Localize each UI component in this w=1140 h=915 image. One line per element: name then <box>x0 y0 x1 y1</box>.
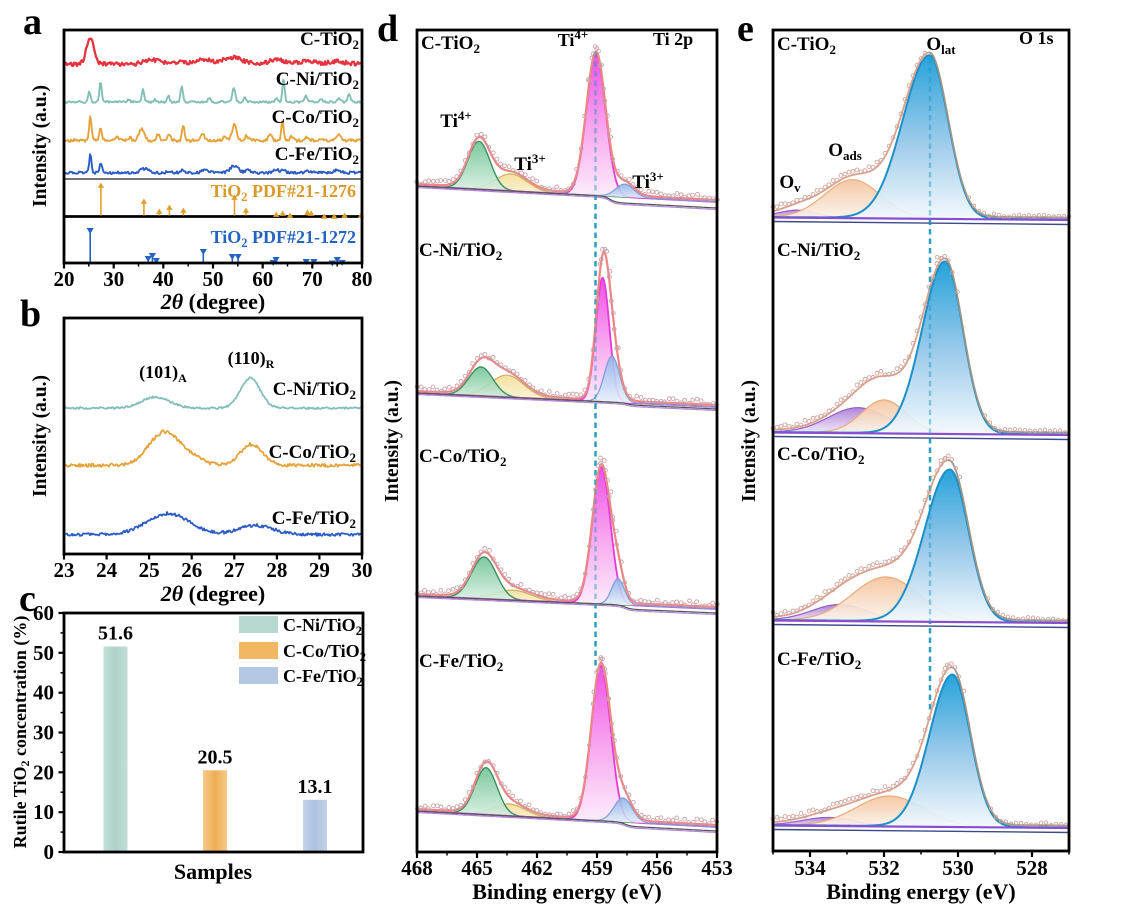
svg-text:13.1: 13.1 <box>298 776 333 798</box>
svg-text:462: 462 <box>521 856 553 880</box>
svg-text:Ti4+: Ti4+ <box>440 108 472 132</box>
svg-text:Binding energy (eV): Binding energy (eV) <box>472 879 661 904</box>
svg-text:Ti 2p: Ti 2p <box>653 29 693 49</box>
svg-text:C-Co/TiO2: C-Co/TiO2 <box>777 444 864 467</box>
svg-text:0: 0 <box>44 840 55 864</box>
svg-text:C-TiO2: C-TiO2 <box>777 34 836 57</box>
svg-text:51.6: 51.6 <box>98 623 133 645</box>
svg-text:40: 40 <box>33 681 54 705</box>
svg-text:534: 534 <box>794 856 826 880</box>
svg-text:60: 60 <box>252 267 273 291</box>
svg-text:2θ (degree): 2θ (degree) <box>160 289 265 314</box>
svg-text:468: 468 <box>401 856 433 880</box>
svg-text:29: 29 <box>309 558 330 582</box>
svg-text:O 1s: O 1s <box>1019 28 1054 48</box>
svg-text:20.5: 20.5 <box>198 746 233 768</box>
svg-text:(110)R: (110)R <box>228 348 275 371</box>
svg-text:27: 27 <box>224 558 245 582</box>
svg-text:70: 70 <box>302 267 323 291</box>
svg-text:25: 25 <box>139 558 160 582</box>
svg-text:Intensity (a.u.): Intensity (a.u.) <box>739 380 760 502</box>
svg-text:530: 530 <box>942 856 974 880</box>
svg-text:Samples: Samples <box>174 859 253 884</box>
svg-text:(101)A: (101)A <box>139 362 187 385</box>
svg-text:C-Fe/TiO2: C-Fe/TiO2 <box>419 651 503 674</box>
svg-text:C-Co/TiO2: C-Co/TiO2 <box>283 641 366 664</box>
svg-text:C-Fe/TiO2: C-Fe/TiO2 <box>275 144 359 167</box>
svg-text:50: 50 <box>203 267 224 291</box>
svg-text:30: 30 <box>33 721 54 745</box>
svg-text:C-Co/TiO2: C-Co/TiO2 <box>269 442 356 465</box>
svg-text:C-Ni/TiO2: C-Ni/TiO2 <box>283 615 362 638</box>
svg-text:532: 532 <box>868 856 900 880</box>
svg-text:Intensity (a.u.): Intensity (a.u.) <box>30 85 51 207</box>
svg-text:C-Fe/TiO2: C-Fe/TiO2 <box>777 649 861 672</box>
svg-text:465: 465 <box>461 856 493 880</box>
svg-text:26: 26 <box>181 558 202 582</box>
svg-text:C-TiO2: C-TiO2 <box>300 29 359 52</box>
svg-text:2θ (degree): 2θ (degree) <box>160 581 265 606</box>
svg-text:456: 456 <box>641 856 673 880</box>
svg-text:C-Co/TiO2: C-Co/TiO2 <box>419 446 506 469</box>
svg-text:Rutile TiO2 concentration (%): Rutile TiO2 concentration (%) <box>10 616 32 849</box>
svg-text:C-Fe/TiO2: C-Fe/TiO2 <box>283 666 363 689</box>
svg-text:Binding energy (eV): Binding energy (eV) <box>826 879 1015 904</box>
svg-text:453: 453 <box>701 856 733 880</box>
svg-text:d: d <box>377 8 398 50</box>
svg-text:C-Ni/TiO2: C-Ni/TiO2 <box>777 240 860 263</box>
svg-text:20: 20 <box>33 760 54 784</box>
svg-text:e: e <box>737 8 754 50</box>
svg-text:TiO2 PDF#21-1272: TiO2 PDF#21-1272 <box>211 227 356 250</box>
svg-text:40: 40 <box>153 267 174 291</box>
svg-text:Intensity (a.u.): Intensity (a.u.) <box>30 375 51 497</box>
svg-text:28: 28 <box>266 558 287 582</box>
svg-text:Intensity (a.u.): Intensity (a.u.) <box>382 380 403 502</box>
svg-text:b: b <box>20 293 41 335</box>
svg-text:C-Ni/TiO2: C-Ni/TiO2 <box>276 69 359 92</box>
svg-text:c: c <box>19 578 36 620</box>
svg-text:C-Fe/TiO2: C-Fe/TiO2 <box>272 508 356 531</box>
svg-text:C-Ni/TiO2: C-Ni/TiO2 <box>419 240 502 263</box>
svg-text:80: 80 <box>352 267 373 291</box>
svg-text:10: 10 <box>33 800 54 824</box>
svg-text:459: 459 <box>581 856 613 880</box>
svg-text:60: 60 <box>33 601 54 625</box>
svg-text:50: 50 <box>33 641 54 665</box>
svg-text:a: a <box>23 1 42 43</box>
svg-text:23: 23 <box>54 558 75 582</box>
svg-text:C-Co/TiO2: C-Co/TiO2 <box>272 107 359 130</box>
svg-text:C-Ni/TiO2: C-Ni/TiO2 <box>273 379 356 402</box>
svg-text:528: 528 <box>1016 856 1048 880</box>
svg-text:30: 30 <box>103 267 124 291</box>
svg-text:30: 30 <box>352 558 373 582</box>
svg-text:TiO2 PDF#21-1276: TiO2 PDF#21-1276 <box>211 181 356 204</box>
svg-text:24: 24 <box>96 558 118 582</box>
svg-text:C-TiO2: C-TiO2 <box>421 33 480 56</box>
svg-text:20: 20 <box>54 267 75 291</box>
